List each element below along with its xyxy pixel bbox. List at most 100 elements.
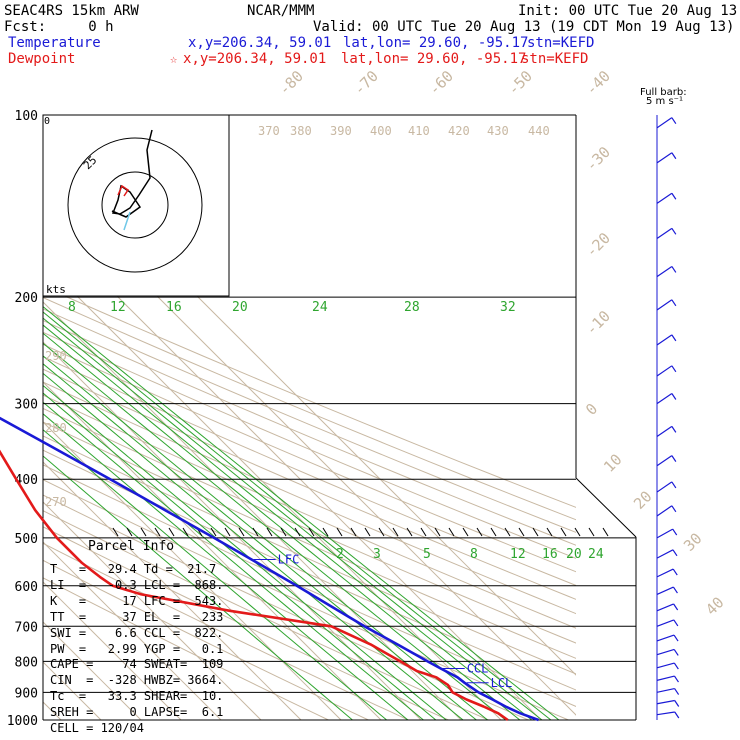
dry-adiabat-line <box>43 297 576 521</box>
pressure-tick-label: 600 <box>15 580 38 595</box>
mixing-ratio-line <box>43 332 521 720</box>
isotherm-label: -80 <box>275 67 307 99</box>
hatch-mark <box>350 527 357 537</box>
wind-barb-flag <box>671 481 677 489</box>
theta-label: 420 <box>448 124 470 138</box>
theta-label: 430 <box>487 124 509 138</box>
wind-barb-flag <box>673 619 679 627</box>
hatch-mark <box>168 527 175 537</box>
pressure-tick-label: 800 <box>15 655 38 670</box>
isotherm-label: -60 <box>425 67 457 99</box>
theta-label: 290 <box>45 349 67 363</box>
isotherm-label: 40 <box>702 593 728 619</box>
wind-barb-flag <box>673 634 679 642</box>
dry-adiabat-line <box>43 331 576 559</box>
wind-barb-flag <box>673 675 679 683</box>
theta-label: 440 <box>528 124 550 138</box>
dry-adiabat-line <box>43 479 569 720</box>
hatch-mark <box>434 527 441 537</box>
mixing-ratio-label: 32 <box>500 300 516 315</box>
isotherm-label: 20 <box>630 487 656 513</box>
dewpoint-location: x,y=206.34, 59.01 <box>183 51 327 67</box>
temperature-profile <box>0 416 540 722</box>
hodograph-units: kts <box>46 283 66 296</box>
dry-adiabat-line <box>43 343 576 573</box>
wind-barb <box>656 392 673 405</box>
isotherm-label: -40 <box>582 67 614 99</box>
mixing-ratio-line <box>43 317 543 720</box>
mixing-ratio-label: 12 <box>510 547 526 562</box>
parcel-info-row: CIN = -328 HWBZ= 3664. <box>50 673 224 688</box>
dry-adiabat-line <box>43 577 329 720</box>
hatch-mark <box>574 527 581 537</box>
hatch-mark <box>336 527 343 537</box>
wind-barb-flag <box>671 426 677 433</box>
wind-barb <box>656 549 674 559</box>
wind-barb <box>656 634 675 642</box>
temperature-legend: Temperature <box>8 35 101 51</box>
hatch-mark <box>308 527 315 537</box>
dry-adiabat-line <box>43 407 576 644</box>
hatch-mark <box>364 527 371 537</box>
theta-label: 390 <box>330 124 352 138</box>
wind-barb-flag <box>673 662 679 670</box>
wind-barb-flag <box>671 455 677 462</box>
dewpoint-latlon: lat,lon= 29.60, -95.17 <box>341 51 527 67</box>
isotherm-line <box>43 181 576 716</box>
wind-barb-flag <box>671 505 677 513</box>
init-time: Init: 00 UTC Tue 20 Aug 13 <box>518 3 738 19</box>
mixing-ratio-line <box>43 401 424 720</box>
hodograph-ring-inner <box>101 171 169 239</box>
hatch-mark <box>112 527 119 537</box>
wind-barb-flag <box>671 365 677 373</box>
hatch-mark <box>490 527 497 537</box>
forecast-hour: Fcst: 0 h <box>4 19 114 35</box>
dry-adiabat-line <box>43 421 576 659</box>
mixing-ratio-line <box>43 455 353 720</box>
hodograph-trace-storm <box>123 211 131 231</box>
wind-barb <box>656 699 675 705</box>
mixing-ratio-label: 24 <box>588 547 604 562</box>
isotherm-line <box>43 621 142 720</box>
wind-barb <box>656 586 674 595</box>
wind-barb <box>656 334 673 346</box>
hatch-mark <box>182 527 189 537</box>
wind-barb <box>656 455 673 467</box>
temperature-latlon: lat,lon= 29.60, -95.17 <box>343 35 529 51</box>
pressure-tick-label: 500 <box>15 532 38 547</box>
isotherm-label: 10 <box>600 450 626 476</box>
wind-barb <box>656 365 673 377</box>
dry-adiabat-line <box>43 394 576 629</box>
hatch-mark <box>462 527 469 537</box>
theta-label: 270 <box>45 495 67 509</box>
wind-barb-flag <box>671 334 677 342</box>
isotherm-line <box>43 581 182 720</box>
hatch-mark <box>224 527 231 537</box>
isotherm-label: -30 <box>582 143 614 175</box>
parcel-info-row: T = 29.4 Td = 21.7 <box>50 562 217 576</box>
pressure-tick-label: 200 <box>15 291 38 306</box>
mixing-ratio-label: 2 <box>336 547 344 562</box>
hatch-mark <box>504 527 511 537</box>
wind-barb-flag <box>671 266 677 273</box>
temperature-station: stn=KEFD <box>527 35 595 51</box>
dewpoint-station: stn=KEFD <box>521 51 589 67</box>
hatch-mark <box>476 527 483 537</box>
wind-barb <box>656 425 673 438</box>
wind-barb-flag <box>672 586 678 594</box>
parcel-info-row: SWI = 6.6 CCL = 822. <box>50 625 224 640</box>
mixing-ratio-line <box>43 342 506 720</box>
theta-label: 410 <box>408 124 430 138</box>
mixing-ratio-label: 20 <box>232 300 248 315</box>
mixing-ratio-line <box>43 413 409 720</box>
isotherm-line <box>43 541 222 720</box>
mixing-ratio-label: 24 <box>312 300 328 315</box>
temperature-location: x,y=206.34, 59.01 <box>188 35 332 51</box>
dry-adiabat-line <box>43 285 576 508</box>
hatch-mark <box>378 527 385 537</box>
dry-adiabat-line <box>43 381 576 615</box>
isobars <box>42 114 637 721</box>
wind-barb <box>656 528 674 539</box>
